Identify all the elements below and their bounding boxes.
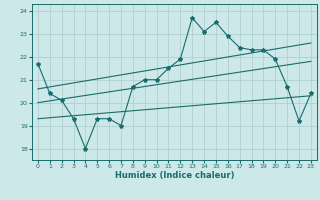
- X-axis label: Humidex (Indice chaleur): Humidex (Indice chaleur): [115, 171, 234, 180]
